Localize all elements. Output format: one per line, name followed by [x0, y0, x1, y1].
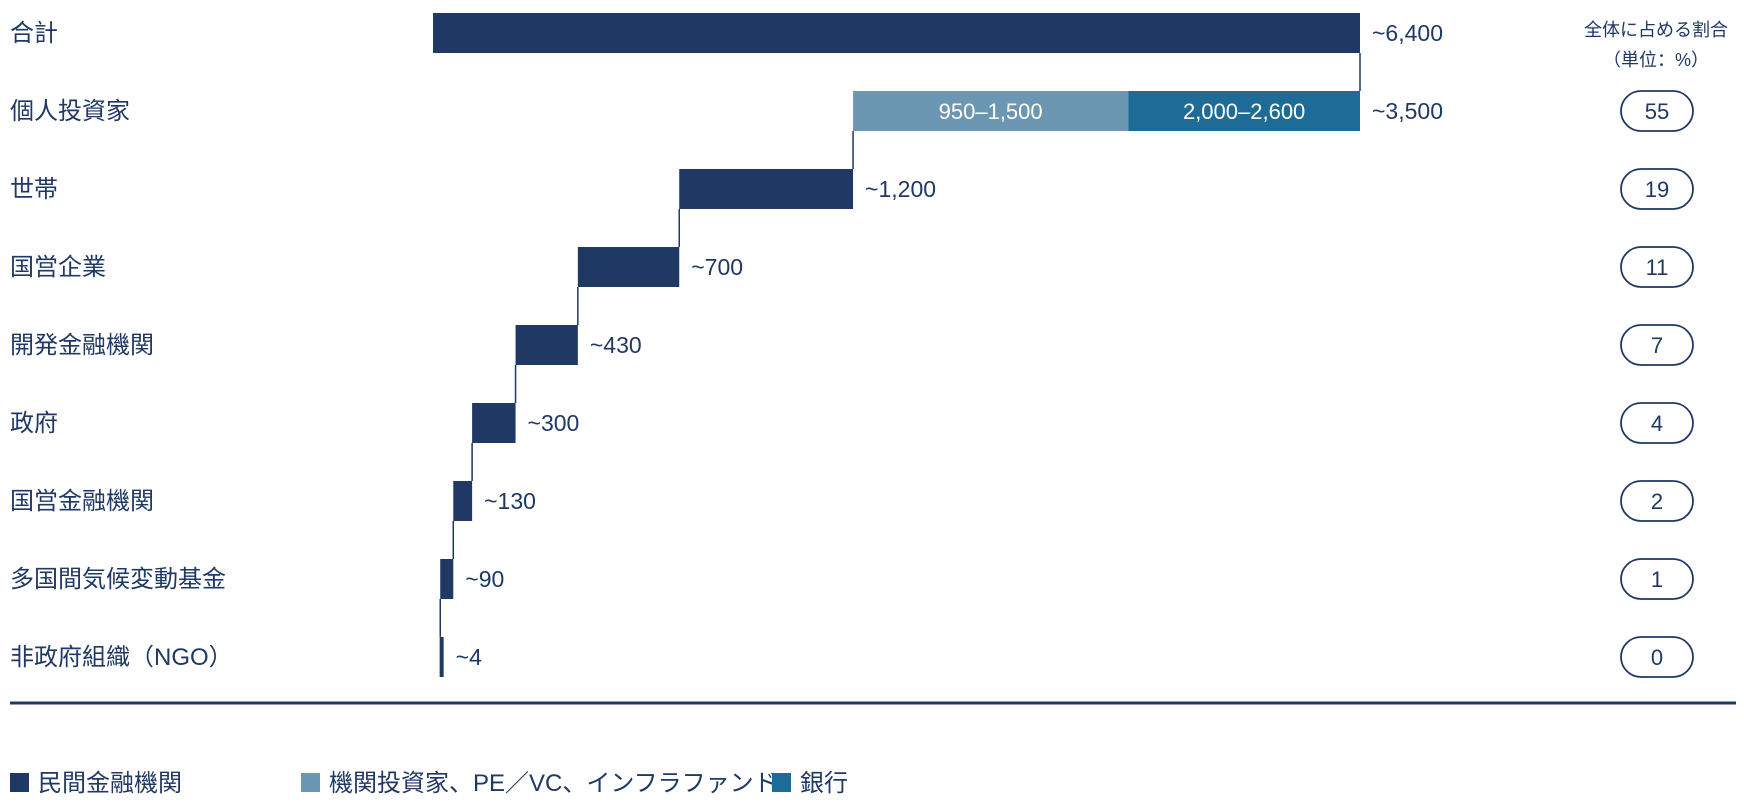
share-pill-1 [1620, 90, 1694, 132]
share-pill-7 [1620, 558, 1694, 600]
category-label-7: 多国間気候変動基金 [10, 566, 226, 593]
category-label-8: 非政府組織（NGO） [10, 644, 233, 671]
share-pill-8 [1620, 636, 1694, 678]
category-label-0: 合計 [10, 20, 58, 47]
labels-group: 合計 ~6,400 個人投資家 950–1,500 2,000–2,600 ~3,500 世… [10, 20, 1443, 671]
category-label-4: 開発金融機関 [10, 332, 154, 359]
legend-swatch-bank [772, 773, 791, 792]
share-header-line1: 全体に占める割合 [1584, 20, 1728, 40]
share-pill-2 [1620, 168, 1694, 210]
category-label-1: 個人投資家 [10, 98, 130, 125]
value-label-0: ~6,400 [1372, 20, 1443, 46]
bar-row-6 [453, 481, 473, 521]
bar-row-8 [439, 637, 444, 677]
share-value-6: 2 [1651, 489, 1663, 514]
share-value-3: 11 [1646, 255, 1669, 280]
share-value-7: 1 [1651, 567, 1663, 592]
share-pill-3 [1620, 246, 1694, 288]
value-label-2: ~1,200 [865, 176, 936, 202]
share-pill-5 [1620, 402, 1694, 444]
bar-segment-1 [1128, 91, 1360, 131]
bar-row-7 [440, 559, 454, 599]
bar-row-0 [433, 13, 1360, 53]
value-label-7: ~90 [465, 566, 504, 592]
legend: 民間金融機関 機関投資家、PE／VC、インフラファンド 銀行 [10, 770, 848, 797]
value-label-4: ~430 [590, 332, 642, 358]
value-label-3: ~700 [691, 254, 743, 280]
bar-row-5 [472, 403, 516, 443]
share-value-4: 7 [1651, 333, 1663, 358]
legend-swatch-private [10, 773, 29, 792]
share-pill-6 [1620, 480, 1694, 522]
value-label-5: ~300 [528, 410, 580, 436]
legend-label-bank: 銀行 [800, 770, 848, 797]
bars-group [433, 13, 1361, 677]
segment-label-0: 950–1,500 [939, 99, 1043, 124]
legend-swatch-institutional [301, 773, 320, 792]
share-pill-4 [1620, 324, 1694, 366]
share-value-1: 55 [1645, 99, 1669, 124]
value-label-6: ~130 [484, 488, 536, 514]
share-value-2: 19 [1645, 177, 1669, 202]
share-column: 全体に占める割合 （単位：%） 55 19 11 7 4 2 1 0 [1584, 20, 1728, 678]
bar-row-2 [679, 169, 854, 209]
category-label-3: 国営企業 [10, 254, 106, 281]
bar-segment-0 [853, 91, 1129, 131]
category-label-2: 世帯 [10, 176, 58, 203]
share-header-line2: （単位：%） [1603, 50, 1709, 70]
category-label-6: 国営金融機関 [10, 488, 154, 515]
value-label-1: ~3,500 [1372, 98, 1443, 124]
share-value-5: 4 [1651, 411, 1663, 436]
share-value-8: 0 [1651, 645, 1663, 670]
legend-label-institutional: 機関投資家、PE／VC、インフラファンド [329, 770, 778, 797]
bar-row-4 [515, 325, 578, 365]
segment-label-1: 2,000–2,600 [1183, 99, 1305, 124]
bar-row-3 [577, 247, 680, 287]
category-label-5: 政府 [10, 410, 58, 437]
value-label-8: ~4 [456, 644, 482, 670]
legend-label-private: 民間金融機関 [38, 770, 182, 797]
